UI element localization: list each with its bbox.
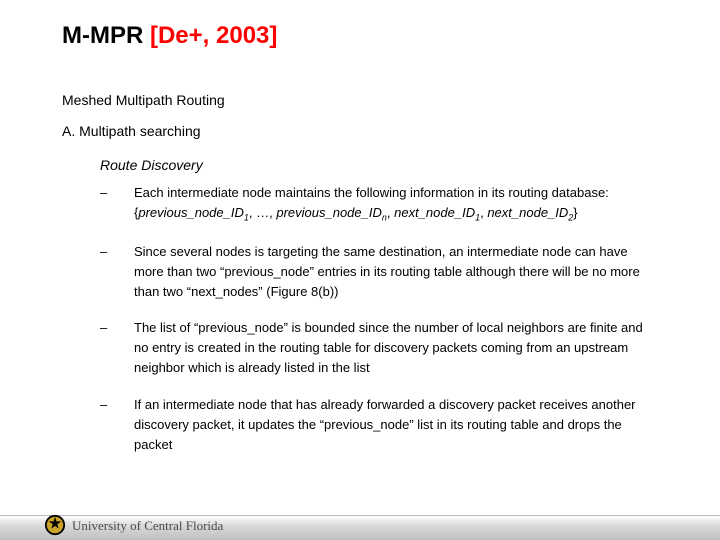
bullet-list: – Each intermediate node maintains the f… — [100, 183, 660, 471]
bullet-text: Since several nodes is targeting the sam… — [134, 242, 660, 302]
bullet-dash: – — [100, 183, 134, 203]
footer-university-name: University of Central Florida — [72, 518, 223, 534]
route-discovery-heading: Route Discovery — [100, 157, 203, 173]
slide-title: M-MPR [De+, 2003] — [62, 22, 277, 50]
list-item: – If an intermediate node that has alrea… — [100, 395, 660, 455]
bullet-dash: – — [100, 395, 134, 415]
list-item: – Since several nodes is targeting the s… — [100, 242, 660, 302]
bullet-dash: – — [100, 318, 134, 338]
list-item: – The list of “previous_node” is bounded… — [100, 318, 660, 378]
bullet-text: The list of “previous_node” is bounded s… — [134, 318, 660, 378]
list-item: – Each intermediate node maintains the f… — [100, 183, 660, 226]
bullet-dash: – — [100, 242, 134, 262]
title-citation: [De+, 2003] — [150, 22, 277, 49]
slide: M-MPR [De+, 2003] Meshed Multipath Routi… — [0, 0, 720, 540]
subtitle-mmpr: Meshed Multipath Routing — [62, 92, 225, 108]
bullet-text: Each intermediate node maintains the fol… — [134, 183, 660, 226]
bullet-text: If an intermediate node that has already… — [134, 395, 660, 455]
footer: University of Central Florida — [0, 510, 720, 540]
subtitle-section: A. Multipath searching — [62, 123, 201, 139]
title-prefix: M-MPR — [62, 22, 150, 49]
ucf-logo-icon — [44, 514, 66, 536]
